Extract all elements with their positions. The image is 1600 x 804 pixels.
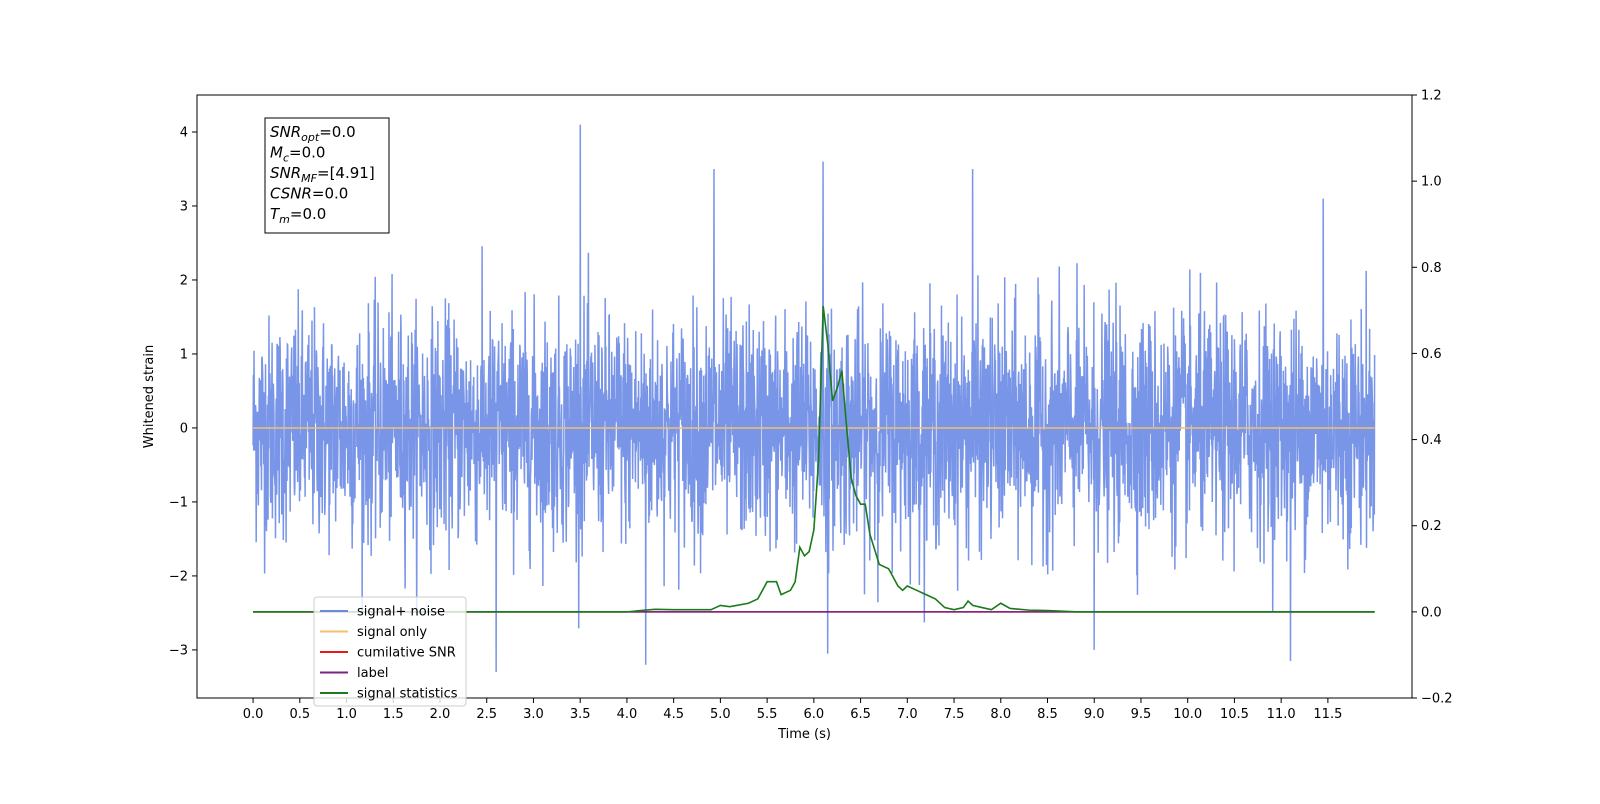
legend-label: signal statistics <box>357 687 458 702</box>
legend-label: cumilative SNR <box>357 646 456 661</box>
x-tick-label: 4.0 <box>617 707 638 722</box>
x-tick-label: 4.5 <box>663 707 684 722</box>
series-line-signal-noise <box>252 124 1376 673</box>
annotation-line: CSNR=0.0 <box>270 185 348 203</box>
legend-label: signal only <box>357 625 427 640</box>
y2-tick-label: 0.2 <box>1421 519 1442 534</box>
x-tick-label: 2.5 <box>476 707 497 722</box>
y-axis-ticks: −3 −2 −1 0 1 2 3 4 <box>169 125 197 658</box>
x-tick-label: 1.5 <box>383 707 404 722</box>
legend: signal+ noise signal only cumilative SNR la… <box>313 596 467 707</box>
y2-tick-label: −0.2 <box>1421 692 1453 707</box>
y-tick-label: −3 <box>169 643 188 658</box>
series-line-signal-statistics <box>253 305 1375 613</box>
annotation-line: SNRMF=[4.91] <box>270 164 375 185</box>
y-tick-label: 3 <box>180 199 188 214</box>
x-tick-label: 8.0 <box>990 707 1011 722</box>
x-tick-label: 9.0 <box>1084 707 1105 722</box>
y2-tick-label: 0.8 <box>1421 261 1442 276</box>
x-tick-label: 5.0 <box>710 707 731 722</box>
legend-label: signal+ noise <box>357 605 445 620</box>
x-tick-label: 2.0 <box>430 707 451 722</box>
x-tick-label: 11.0 <box>1267 707 1296 722</box>
x-tick-label: 0.5 <box>289 707 310 722</box>
legend-frame <box>313 596 467 707</box>
annotation-line: Mc=0.0 <box>270 144 325 165</box>
y2-tick-label: 1.2 <box>1421 89 1442 104</box>
annotation-frame <box>264 117 390 234</box>
x-tick-label: 5.5 <box>757 707 778 722</box>
x-tick-label: 10.0 <box>1173 707 1202 722</box>
y2-tick-label: 0.0 <box>1421 605 1442 620</box>
x-tick-label: 7.5 <box>944 707 965 722</box>
x-tick-label: 9.5 <box>1131 707 1152 722</box>
x-tick-label: 7.0 <box>897 707 918 722</box>
x-tick-label: 6.5 <box>850 707 871 722</box>
x-tick-label: 3.5 <box>570 707 591 722</box>
y2-axis-ticks: −0.2 0.0 0.2 0.4 0.6 0.8 1.0 1.2 <box>1412 89 1453 707</box>
plot-frame <box>196 94 1413 699</box>
annotation-line: Tm=0.0 <box>270 205 326 226</box>
y-tick-label: 2 <box>180 273 188 288</box>
y-axis-label: Whitened strain <box>142 345 157 448</box>
x-axis-ticks: 0.0 0.5 1.0 1.5 2.0 2.5 3.0 3.5 4.0 4.5 5.0 5.5 6.0 6… <box>243 698 1342 722</box>
x-tick-label: 3.0 <box>523 707 544 722</box>
legend-label: label <box>357 666 388 681</box>
y-tick-label: −2 <box>169 569 188 584</box>
axes <box>196 94 1413 699</box>
y-tick-label: −1 <box>169 495 188 510</box>
x-axis-label: Time (s) <box>777 727 831 742</box>
y-tick-label: 0 <box>180 421 188 436</box>
y2-tick-label: 1.0 <box>1421 175 1442 190</box>
y-tick-label: 4 <box>180 125 188 140</box>
annotation-line: SNRopt=0.0 <box>270 123 356 144</box>
x-tick-label: 8.5 <box>1037 707 1058 722</box>
x-tick-label: 1.0 <box>336 707 357 722</box>
y-tick-label: 1 <box>180 347 188 362</box>
y2-tick-label: 0.6 <box>1421 347 1442 362</box>
x-tick-label: 11.5 <box>1313 707 1342 722</box>
y2-tick-label: 0.4 <box>1421 433 1442 448</box>
x-tick-label: 6.0 <box>804 707 825 722</box>
x-tick-label: 10.5 <box>1220 707 1249 722</box>
x-tick-label: 0.0 <box>243 707 264 722</box>
